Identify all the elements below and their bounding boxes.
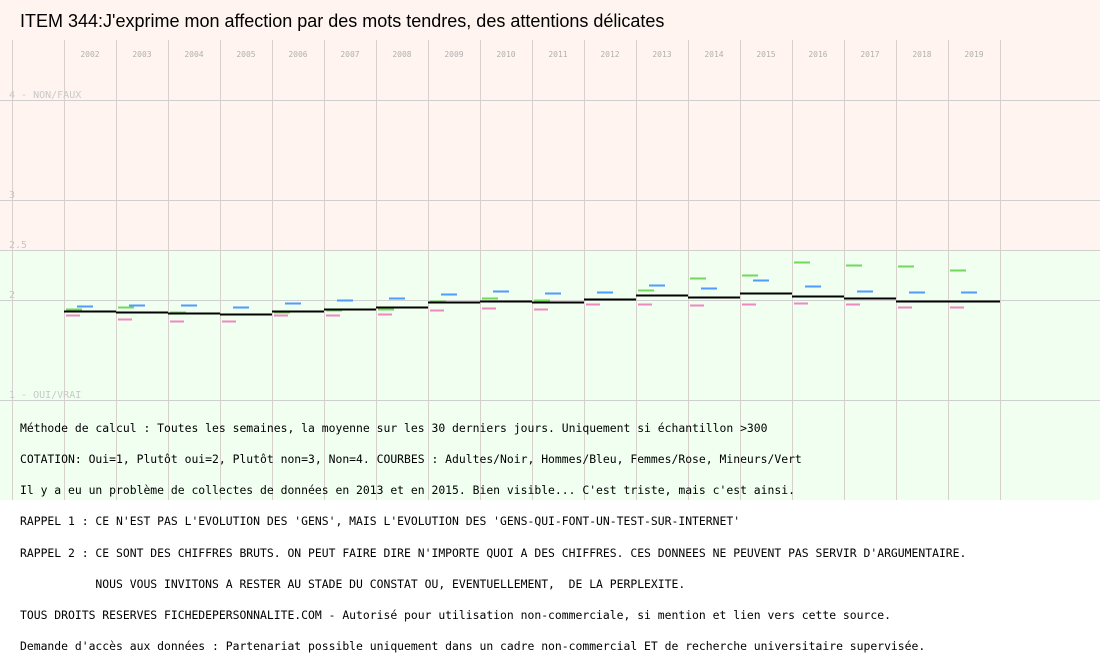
note-line: Demande d'accès aux données : Partenaria…	[20, 639, 926, 654]
x-tick-label: 2006	[288, 50, 307, 59]
x-tick-label: 2007	[340, 50, 359, 59]
x-tick-label: 2002	[80, 50, 99, 59]
x-tick-label: 2014	[704, 50, 723, 59]
x-tick-label: 2004	[184, 50, 203, 59]
y-tick-label: 4 - NON/FAUX	[9, 90, 81, 101]
x-tick-label: 2013	[652, 50, 671, 59]
x-tick-label: 2012	[600, 50, 619, 59]
y-tick-label: 3	[9, 190, 15, 201]
note-line: Méthode de calcul : Toutes les semaines,…	[20, 420, 768, 435]
y-tick-label: 2	[9, 290, 15, 301]
x-tick-label: 2015	[756, 50, 775, 59]
x-tick-label: 2005	[236, 50, 255, 59]
note-line: Il y a eu un problème de collectes de do…	[20, 483, 795, 498]
note-line: RAPPEL 1 : CE N'EST PAS L'EVOLUTION DES …	[20, 514, 741, 529]
x-tick-label: 2008	[392, 50, 411, 59]
band-upper	[0, 0, 1100, 250]
chart-title: ITEM 344:J'exprime mon affection par des…	[20, 11, 665, 31]
x-tick-label: 2009	[444, 50, 463, 59]
note-line: RAPPEL 2 : CE SONT DES CHIFFRES BRUTS. O…	[20, 545, 967, 560]
x-tick-label: 2018	[912, 50, 931, 59]
x-tick-label: 2010	[496, 50, 515, 59]
x-tick-label: 2016	[808, 50, 827, 59]
notes-block: Méthode de calcul : Toutes les semaines,…	[20, 402, 1095, 662]
x-tick-label: 2017	[860, 50, 879, 59]
x-tick-label: 2019	[964, 50, 983, 59]
note-line: NOUS VOUS INVITONS A RESTER AU STADE DU …	[20, 576, 686, 591]
y-tick-label: 1 - OUI/VRAI	[9, 390, 81, 401]
note-line: COTATION: Oui=1, Plutôt oui=2, Plutôt no…	[20, 452, 802, 467]
chart: 4 - NON/FAUX 3 2.5 2 1 - OUI/VRAI 2002 2003 200…	[0, 0, 1100, 500]
x-tick-label: 2003	[132, 50, 151, 59]
note-line: TOUS DROITS RESERVES FICHEDEPERSONNALITE…	[20, 608, 891, 623]
x-tick-label: 2011	[548, 50, 567, 59]
y-tick-label: 2.5	[9, 240, 27, 251]
